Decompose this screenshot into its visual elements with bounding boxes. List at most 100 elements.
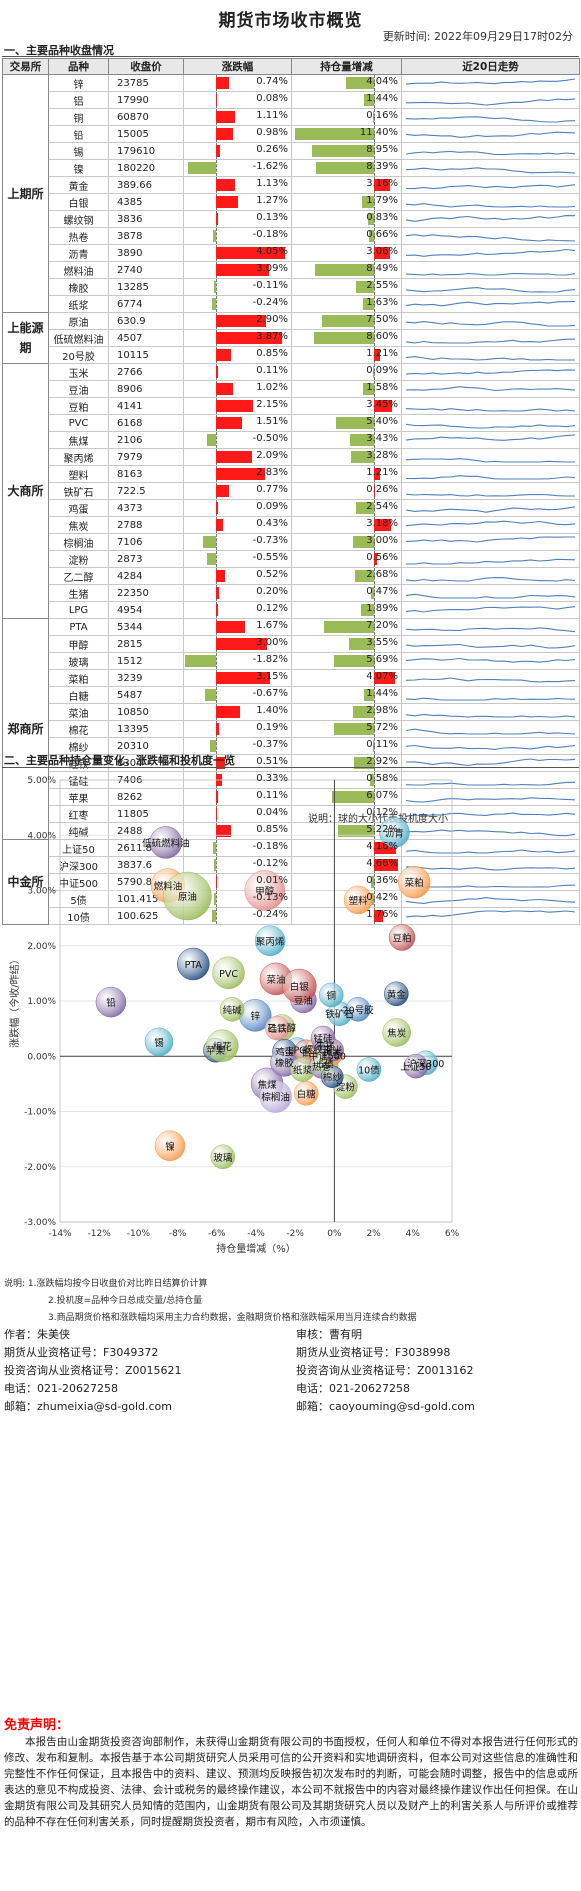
change-cell: 3.87% (183, 329, 292, 347)
product-name: 鸡蛋 (48, 499, 109, 517)
sparkline-svg (405, 849, 576, 854)
sparkline-svg (405, 287, 576, 293)
trend-sparkline (401, 125, 580, 143)
bubble (163, 871, 212, 921)
oi-change-bar (374, 485, 376, 497)
x-tick-label: -8% (169, 1229, 187, 1239)
oi-change-cell: 8.60% (291, 329, 402, 347)
bubble-label: 玉米 (323, 1045, 343, 1057)
trend-sparkline (401, 448, 580, 466)
change-bar (216, 400, 253, 412)
sparkline-svg (405, 558, 576, 565)
bubble (259, 1080, 292, 1113)
sparkline-svg (405, 593, 576, 599)
table-row: 沥青 3890 4.05% 3.06% (3, 244, 580, 262)
change-value: -0.73% (252, 535, 288, 546)
table-row: 热卷 3878 -0.18% 0.66% (3, 227, 580, 245)
sparkline-line (405, 829, 576, 837)
sparkline-line (405, 627, 576, 633)
oi-change-cell: 3.28% (291, 448, 402, 466)
product-name: 乙二醇 (48, 567, 109, 585)
oi-change-bar (334, 723, 374, 735)
change-value: 0.98% (256, 127, 288, 138)
change-bar (211, 298, 216, 310)
change-bar (213, 893, 216, 905)
zero-line (374, 381, 375, 397)
trend-sparkline (401, 754, 580, 772)
x-tick-label: -6% (208, 1229, 226, 1239)
change-cell: 0.09% (183, 499, 292, 517)
table-row: 豆粕 4141 2.15% 3.45% (3, 397, 580, 415)
oi-change-cell: 3.55% (291, 635, 402, 653)
author-email[interactable]: 邮箱：zhumeixia@sd-gold.com (4, 1400, 172, 1413)
product-name: 生猪 (48, 584, 109, 602)
change-cell: 0.43% (183, 516, 292, 534)
oi-change-value: 4.07% (366, 671, 398, 682)
change-value: 2.09% (256, 450, 288, 461)
reviewer-phone: 电话：021-20627258 (296, 1382, 410, 1395)
oi-change-cell: 0.56% (291, 550, 402, 568)
sparkline-line (405, 150, 576, 156)
change-cell: 0.98% (183, 125, 292, 143)
product-name: 铝 (48, 91, 109, 109)
sparkline-svg (405, 910, 576, 918)
oi-change-value: 0.56% (366, 552, 398, 563)
product-name: 淀粉 (48, 550, 109, 568)
trend-sparkline (401, 346, 580, 364)
bubble-chart: -3.00% -2.00% -1.00% 0.00% 1.00% 2.00% 3.00% 4.… (2, 770, 579, 1270)
bubble (95, 986, 127, 1018)
sparkline-svg (405, 338, 576, 344)
close-price: 5487 (108, 686, 184, 704)
change-value: 1.11% (256, 110, 288, 121)
sparkline-svg (405, 434, 576, 441)
bubble-label: 沪深300 (407, 1058, 444, 1070)
sparkline-svg (405, 657, 576, 663)
product-name: 10债 (48, 907, 109, 925)
oi-change-cell: 0.16% (291, 108, 402, 126)
close-price: 17990 (108, 91, 184, 109)
sparkline-svg (405, 627, 576, 633)
oi-change-cell: 1.44% (291, 91, 402, 109)
x-tick-label: -12% (88, 1229, 112, 1239)
change-value: -0.37% (252, 739, 288, 750)
change-value: -0.13% (252, 892, 288, 903)
sparkline-svg (405, 713, 576, 718)
bubble-label: 纯碱 (223, 1004, 243, 1016)
section1-divider (2, 56, 579, 57)
sparkline-line (405, 866, 576, 871)
reviewer-email[interactable]: 邮箱：caoyouming@sd-gold.com (296, 1400, 475, 1413)
change-value: 3.00% (256, 637, 288, 648)
change-bar (216, 757, 225, 769)
plot-area (59, 779, 453, 1223)
bubble-label: 聚丙烯 (256, 936, 285, 948)
zero-line (374, 279, 375, 295)
bubble-label: 硅铁 (268, 1023, 288, 1035)
trend-sparkline (401, 533, 580, 551)
author-advisory-license: 投资咨询从业资格证号：Z0015621 (4, 1364, 182, 1377)
oi-change-bar (337, 825, 374, 837)
product-name: 镍 (48, 159, 109, 177)
change-cell: 3.00% (183, 635, 292, 653)
oi-change-bar (331, 791, 374, 803)
bubble (219, 997, 245, 1022)
oi-change-bar (370, 587, 374, 599)
sparkline-line (405, 493, 576, 497)
zero-line (374, 585, 375, 601)
oi-change-bar (321, 315, 374, 327)
close-price: 2766 (108, 363, 184, 381)
x-tick-label: -4% (247, 1229, 265, 1239)
oi-change-value: 11.40% (359, 127, 398, 138)
oi-change-bar (371, 876, 374, 888)
oi-change-cell: 2.68% (291, 567, 402, 585)
bubble-label: 10债 (358, 1065, 380, 1077)
change-bar (211, 910, 216, 922)
oi-change-cell: 0.09% (291, 363, 402, 381)
oi-change-bar (374, 672, 396, 684)
col-header-trend: 近20日走势 (401, 58, 580, 75)
change-cell: 2.83% (183, 465, 292, 483)
sparkline-line (405, 812, 576, 817)
table-row: 焦炭 2788 0.43% 3.18% (3, 516, 580, 534)
sparkline-svg (405, 897, 576, 904)
bubble-label: 甲醇 (255, 886, 275, 898)
oi-change-value: 3.55% (366, 637, 398, 648)
